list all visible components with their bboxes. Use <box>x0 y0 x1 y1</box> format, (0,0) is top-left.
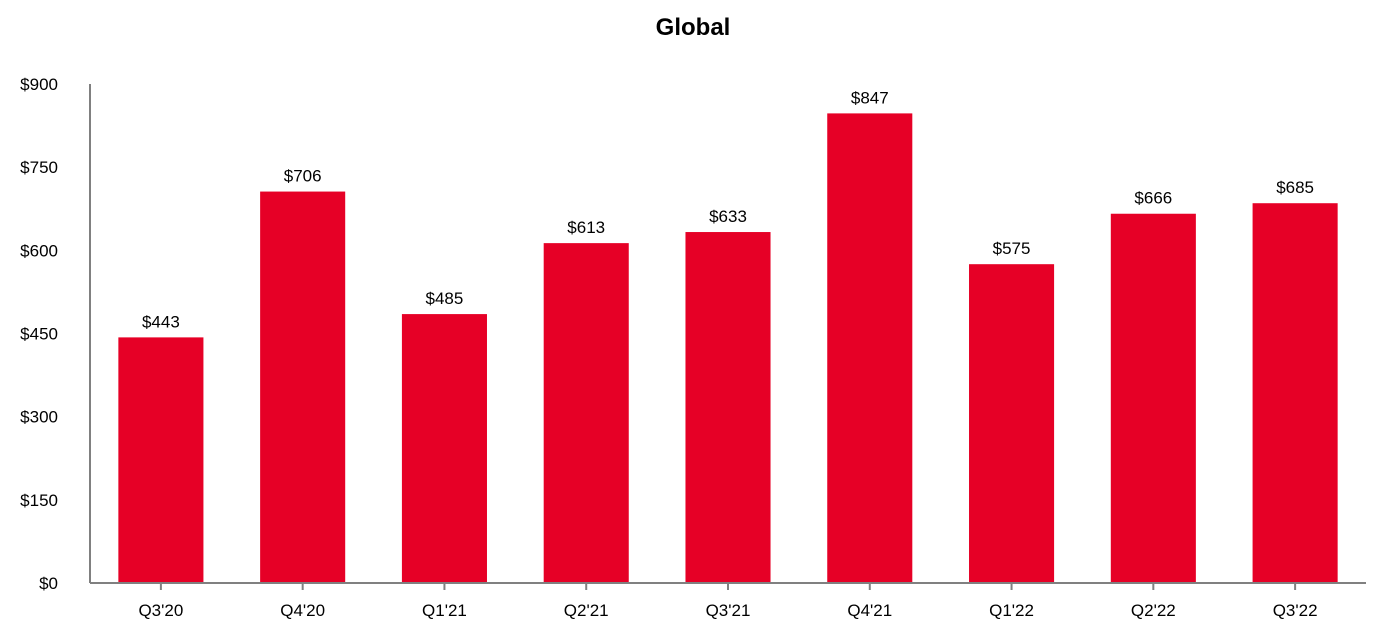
bar-Q4'20 <box>260 191 346 583</box>
data-label: $847 <box>851 88 889 107</box>
y-tick-label: $150 <box>20 491 58 510</box>
bar-Q2'21 <box>543 243 629 583</box>
bar-Q3'20 <box>118 337 204 583</box>
y-tick-label: $300 <box>20 408 58 427</box>
x-tick-label: Q1'21 <box>422 601 467 620</box>
bar-Q4'21 <box>827 113 913 583</box>
chart-title: Global <box>655 14 731 41</box>
bar-Q1'22 <box>969 264 1055 583</box>
data-label: $685 <box>1276 178 1314 197</box>
data-label: $575 <box>993 239 1031 258</box>
y-tick-label: $750 <box>20 158 58 177</box>
data-label: $443 <box>142 312 180 331</box>
x-tick-label: Q2'21 <box>564 601 609 620</box>
x-tick-label: Q3'22 <box>1273 601 1318 620</box>
x-tick-label: Q3'21 <box>706 601 751 620</box>
y-tick-label: $450 <box>20 325 58 344</box>
data-label: $613 <box>567 218 605 237</box>
data-label: $666 <box>1134 189 1172 208</box>
x-tick-label: Q2'22 <box>1131 601 1176 620</box>
x-tick-label: Q4'20 <box>280 601 325 620</box>
data-labels-layer: $443 $706 $485 $613 $633 $847 $575 $666 $685 <box>142 88 1314 331</box>
bar-Q3'21 <box>685 232 771 584</box>
x-tick-label: Q3'20 <box>138 601 183 620</box>
data-label: $485 <box>426 289 464 308</box>
y-tick-label: $0 <box>39 574 58 593</box>
bars-layer <box>118 113 1338 584</box>
bar-Q3'22 <box>1252 203 1338 583</box>
data-label: $633 <box>709 207 747 226</box>
x-tick-label: Q1'22 <box>989 601 1034 620</box>
bar-Q1'21 <box>401 314 487 583</box>
axes-layer: $0 $150 $300 $450 $600 $750 $900 Q3'20 Q4'20 Q1'2… <box>20 75 1366 620</box>
y-tick-label: $900 <box>20 75 58 94</box>
x-tick-label: Q4'21 <box>847 601 892 620</box>
bar-Q2'22 <box>1110 213 1196 584</box>
data-label: $706 <box>284 167 322 186</box>
y-tick-label: $600 <box>20 241 58 260</box>
